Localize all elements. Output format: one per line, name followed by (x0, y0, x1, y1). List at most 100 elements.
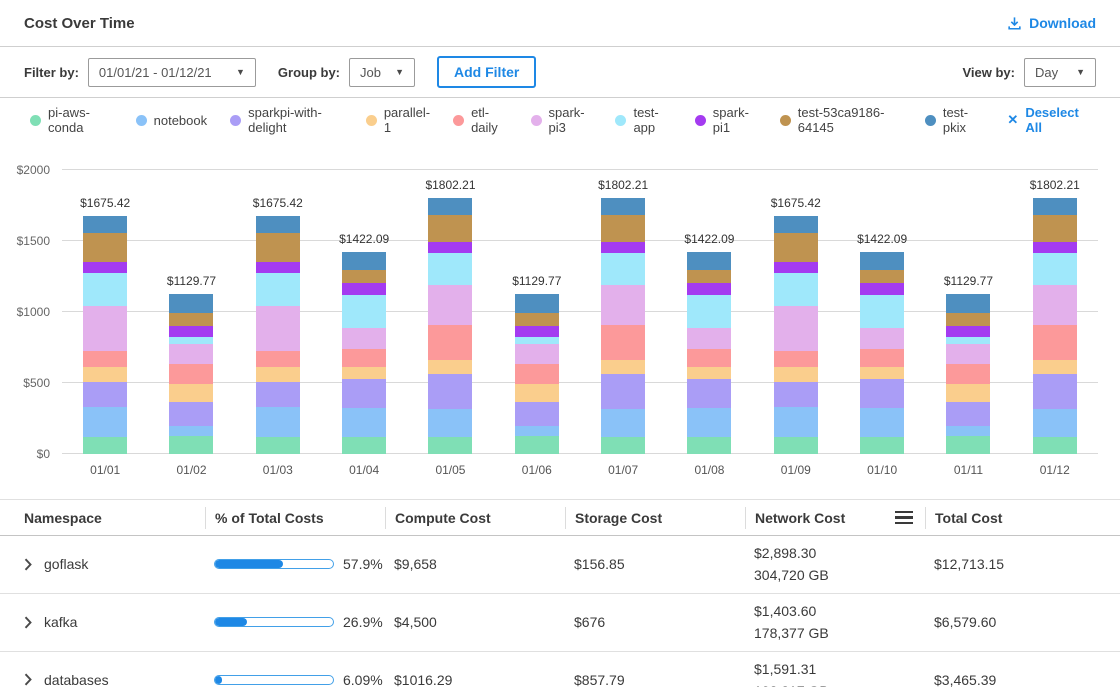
bar-segment-etl-daily[interactable] (946, 364, 990, 384)
bar-segment-test-pkix[interactable] (428, 198, 472, 215)
bar-segment-notebook[interactable] (83, 407, 127, 437)
bar-segment-notebook[interactable] (774, 407, 818, 437)
bar-segment-parallel-1[interactable] (1033, 360, 1077, 373)
bar-segment-test-app[interactable] (687, 295, 731, 328)
bar-segment-test-app[interactable] (774, 273, 818, 306)
bar-segment-test-app[interactable] (946, 337, 990, 344)
bar-segment-test-53ca9186-64145[interactable] (860, 270, 904, 283)
chevron-right-icon[interactable] (24, 673, 32, 686)
bar-segment-pi-aws-conda[interactable] (601, 437, 645, 454)
bar-segment-spark-pi3[interactable] (774, 306, 818, 351)
legend-item-test-53ca9186-64145[interactable]: test-53ca9186-64145 (780, 105, 902, 135)
bar-segment-parallel-1[interactable] (515, 384, 559, 403)
bar-segment-test-53ca9186-64145[interactable] (342, 270, 386, 283)
bar-segment-spark-pi1[interactable] (774, 262, 818, 273)
bar-segment-sparkpi-with-delight[interactable] (342, 379, 386, 408)
bar-segment-notebook[interactable] (169, 426, 213, 436)
bar-segment-spark-pi3[interactable] (342, 328, 386, 349)
bar-segment-test-53ca9186-64145[interactable] (515, 313, 559, 326)
bar-segment-pi-aws-conda[interactable] (342, 437, 386, 454)
bar-segment-test-53ca9186-64145[interactable] (256, 233, 300, 262)
table-row[interactable]: kafka 26.9% $4,500 $676 $1,403.60 178,37… (0, 594, 1120, 652)
stacked-bar[interactable] (515, 294, 559, 454)
bar-segment-test-app[interactable] (860, 295, 904, 328)
bar-segment-notebook[interactable] (256, 407, 300, 437)
bar-segment-test-pkix[interactable] (946, 294, 990, 314)
bar-segment-sparkpi-with-delight[interactable] (515, 402, 559, 426)
bar-segment-pi-aws-conda[interactable] (169, 436, 213, 454)
bar-segment-test-pkix[interactable] (774, 216, 818, 233)
bar-segment-test-pkix[interactable] (515, 294, 559, 314)
bar-segment-pi-aws-conda[interactable] (428, 437, 472, 454)
table-row[interactable]: goflask 57.9% $9,658 $156.85 $2,898.30 3… (0, 536, 1120, 594)
bar-segment-pi-aws-conda[interactable] (1033, 437, 1077, 454)
bar-segment-sparkpi-with-delight[interactable] (169, 402, 213, 426)
bar-segment-pi-aws-conda[interactable] (256, 437, 300, 454)
bar-segment-pi-aws-conda[interactable] (774, 437, 818, 454)
bar-segment-spark-pi1[interactable] (601, 242, 645, 253)
bar-segment-test-app[interactable] (342, 295, 386, 328)
bar-segment-etl-daily[interactable] (428, 325, 472, 360)
bar-segment-test-pkix[interactable] (1033, 198, 1077, 215)
bar-segment-pi-aws-conda[interactable] (860, 437, 904, 454)
legend-item-sparkpi-with-delight[interactable]: sparkpi-with-delight (230, 105, 343, 135)
bar-segment-spark-pi3[interactable] (687, 328, 731, 349)
bar-segment-spark-pi1[interactable] (687, 283, 731, 295)
bar-segment-test-53ca9186-64145[interactable] (1033, 215, 1077, 242)
bar-segment-spark-pi3[interactable] (169, 344, 213, 364)
bar-segment-sparkpi-with-delight[interactable] (687, 379, 731, 408)
bar-segment-parallel-1[interactable] (687, 367, 731, 379)
bar-segment-etl-daily[interactable] (256, 351, 300, 367)
bar-segment-test-app[interactable] (515, 337, 559, 344)
stacked-bar[interactable] (774, 216, 818, 454)
bar-segment-test-53ca9186-64145[interactable] (601, 215, 645, 242)
bar-segment-spark-pi1[interactable] (860, 283, 904, 295)
bar-segment-pi-aws-conda[interactable] (687, 437, 731, 454)
bar-segment-etl-daily[interactable] (83, 351, 127, 367)
bar-segment-spark-pi3[interactable] (256, 306, 300, 351)
bar-segment-etl-daily[interactable] (1033, 325, 1077, 360)
bar-segment-spark-pi1[interactable] (946, 326, 990, 337)
bar-segment-spark-pi1[interactable] (1033, 242, 1077, 253)
bar-segment-spark-pi3[interactable] (946, 344, 990, 364)
bar-segment-spark-pi1[interactable] (83, 262, 127, 273)
bar-segment-sparkpi-with-delight[interactable] (774, 382, 818, 407)
bar-segment-test-pkix[interactable] (256, 216, 300, 233)
legend-item-spark-pi3[interactable]: spark-pi3 (531, 105, 593, 135)
stacked-bar[interactable] (342, 252, 386, 454)
bar-segment-spark-pi1[interactable] (428, 242, 472, 253)
bar-segment-notebook[interactable] (687, 408, 731, 437)
column-menu-icon[interactable] (895, 511, 913, 525)
bar-segment-spark-pi3[interactable] (1033, 285, 1077, 325)
bar-segment-spark-pi1[interactable] (515, 326, 559, 337)
stacked-bar[interactable] (860, 252, 904, 454)
bar-segment-parallel-1[interactable] (946, 384, 990, 403)
bar-segment-test-53ca9186-64145[interactable] (774, 233, 818, 262)
column-header-total[interactable]: Total Cost (925, 507, 1096, 529)
bar-segment-etl-daily[interactable] (342, 349, 386, 366)
bar-segment-sparkpi-with-delight[interactable] (256, 382, 300, 407)
bar-segment-sparkpi-with-delight[interactable] (601, 374, 645, 409)
bar-segment-test-53ca9186-64145[interactable] (83, 233, 127, 262)
stacked-bar[interactable] (256, 216, 300, 454)
bar-segment-parallel-1[interactable] (428, 360, 472, 373)
bar-segment-test-app[interactable] (428, 253, 472, 285)
bar-segment-parallel-1[interactable] (860, 367, 904, 379)
bar-segment-test-pkix[interactable] (601, 198, 645, 215)
legend-item-pi-aws-conda[interactable]: pi-aws-conda (30, 105, 113, 135)
stacked-bar[interactable] (169, 294, 213, 454)
bar-segment-pi-aws-conda[interactable] (83, 437, 127, 454)
stacked-bar[interactable] (687, 252, 731, 454)
bar-segment-spark-pi3[interactable] (515, 344, 559, 364)
bar-segment-notebook[interactable] (601, 409, 645, 437)
date-range-select[interactable]: 01/01/21 - 01/12/21 ▼ (88, 58, 256, 87)
bar-segment-test-53ca9186-64145[interactable] (169, 313, 213, 326)
bar-segment-test-53ca9186-64145[interactable] (687, 270, 731, 283)
chevron-right-icon[interactable] (24, 558, 32, 571)
bar-segment-sparkpi-with-delight[interactable] (946, 402, 990, 426)
legend-item-test-app[interactable]: test-app (615, 105, 671, 135)
bar-segment-pi-aws-conda[interactable] (946, 436, 990, 454)
bar-segment-test-app[interactable] (1033, 253, 1077, 285)
legend-item-parallel-1[interactable]: parallel-1 (366, 105, 430, 135)
table-row[interactable]: databases 6.09% $1016.29 $857.79 $1,591.… (0, 652, 1120, 687)
